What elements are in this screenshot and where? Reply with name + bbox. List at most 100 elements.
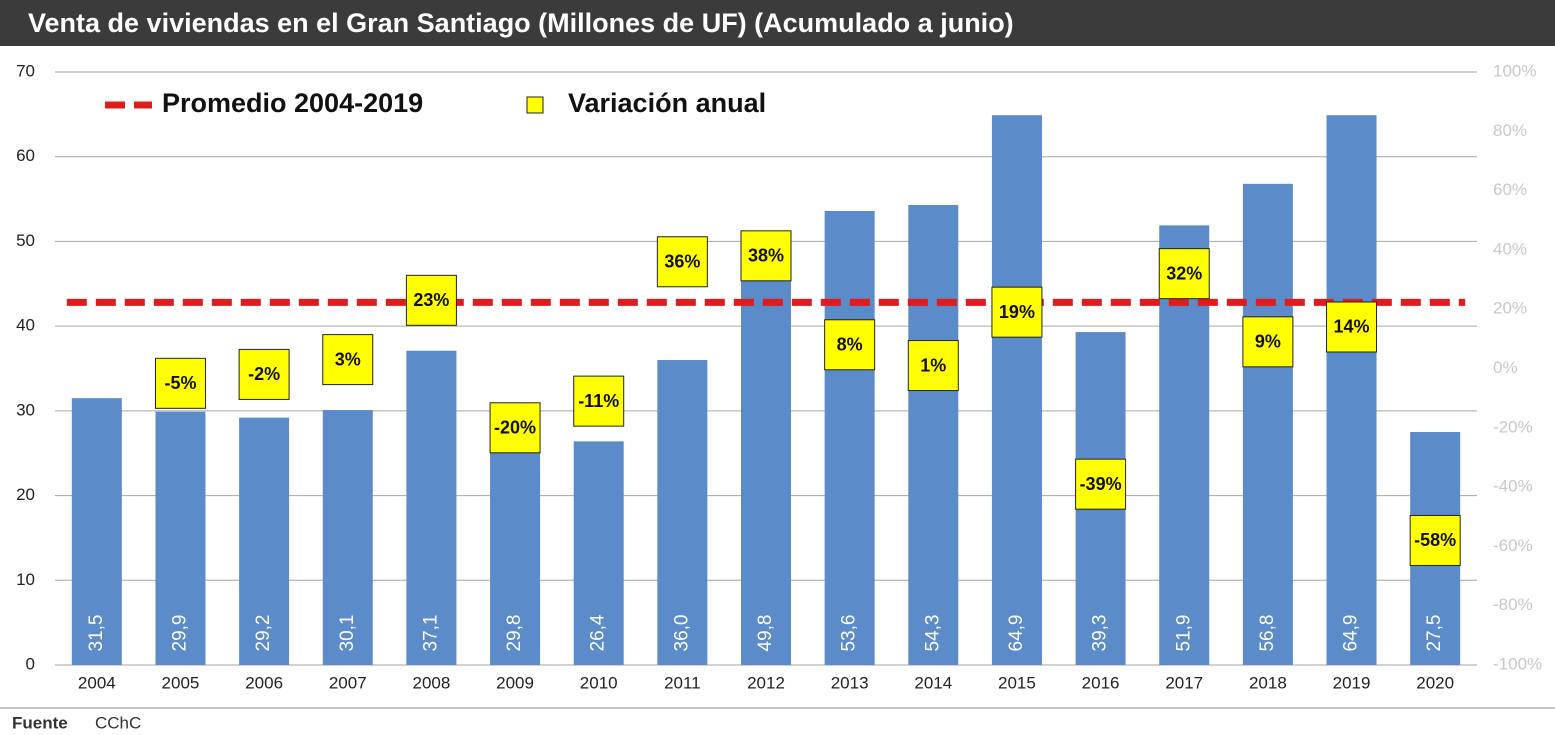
bar [322, 410, 373, 665]
variation-label: -20% [494, 418, 536, 438]
variation-label: -2% [248, 364, 280, 384]
bar-value-label: 64,9 [1341, 615, 1362, 652]
x-tick-label: 2014 [914, 673, 952, 692]
x-tick-label: 2005 [162, 673, 200, 692]
variation-label: 9% [1255, 332, 1281, 352]
x-tick-label: 2018 [1249, 673, 1287, 692]
variation-marker [907, 340, 959, 392]
variation-marker [1242, 316, 1294, 368]
x-tick-label: 2007 [329, 673, 367, 692]
variation-marker [1158, 248, 1210, 300]
x-tick-label: 2004 [78, 673, 116, 692]
variation-marker [1409, 514, 1461, 566]
bar [1242, 183, 1293, 665]
variation-marker [573, 375, 625, 427]
y2-tick-label: 40% [1493, 239, 1527, 258]
variation-label: 32% [1166, 263, 1202, 283]
bar [1326, 115, 1377, 665]
x-tick-label: 2011 [664, 673, 701, 692]
x-tick-label: 2012 [747, 673, 785, 692]
bar [71, 398, 122, 665]
x-tick-label: 2008 [412, 673, 450, 692]
x-tick-label: 2016 [1082, 673, 1120, 692]
y2-tick-label: 20% [1493, 299, 1527, 318]
bar [490, 412, 541, 665]
bar [657, 360, 708, 665]
bar-value-label: 53,6 [839, 615, 860, 652]
bar-value-label: 26,4 [588, 614, 609, 651]
variation-marker [1075, 458, 1127, 510]
variation-marker [824, 319, 876, 371]
y2-tick-label: 80% [1493, 121, 1527, 140]
y-tick-label: 10 [16, 570, 35, 589]
y-tick-label: 70 [16, 61, 35, 80]
y2-tick-label: -40% [1493, 477, 1533, 496]
y2-tick-label: -100% [1493, 654, 1542, 673]
y2-tick-label: -20% [1493, 417, 1533, 436]
variation-label: -58% [1414, 530, 1456, 550]
variation-label: -5% [164, 373, 196, 393]
bar [991, 115, 1042, 665]
legend-variation-label: Variación anual [568, 88, 766, 118]
variation-label: 1% [920, 355, 946, 375]
y2-tick-label: 0% [1493, 358, 1518, 377]
x-tick-label: 2010 [580, 673, 618, 692]
y-tick-label: 0 [26, 654, 35, 673]
bar [824, 210, 875, 665]
variation-label: 14% [1334, 317, 1370, 337]
y-tick-label: 60 [16, 146, 35, 165]
bar [741, 243, 791, 665]
title-bar [0, 0, 1555, 46]
bar-value-label: 30,1 [337, 615, 358, 652]
y2-tick-label: -60% [1493, 536, 1533, 555]
variation-label: 8% [837, 335, 863, 355]
x-tick-label: 2006 [245, 673, 283, 692]
variation-marker [1326, 301, 1378, 353]
bar [239, 417, 290, 665]
variation-label: 38% [748, 246, 784, 266]
variation-marker [489, 402, 541, 454]
legend-variation-swatch [526, 96, 544, 114]
y-tick-label: 40 [16, 316, 35, 335]
x-tick-label: 2009 [496, 673, 534, 692]
variation-marker [656, 236, 708, 288]
chart-title: Venta de viviendas en el Gran Santiago (… [28, 8, 1014, 38]
y2-tick-label: 60% [1493, 180, 1527, 199]
variation-label: -39% [1080, 474, 1122, 494]
bar [908, 205, 959, 665]
bar-value-label: 49,8 [755, 615, 776, 652]
source: CChC [95, 713, 141, 732]
bar-value-label: 64,9 [1006, 615, 1027, 652]
x-tick-label: 2019 [1333, 673, 1371, 692]
y2-tick-label: -80% [1493, 595, 1533, 614]
bar-value-label: 29,8 [504, 615, 525, 652]
bar-value-label: 29,9 [169, 615, 190, 652]
variation-marker [238, 348, 290, 400]
variation-label: 3% [335, 349, 361, 369]
x-tick-label: 2013 [831, 673, 869, 692]
variation-label: 36% [664, 252, 700, 272]
bar-value-label: 29,2 [253, 615, 274, 652]
bar-value-label: 39,3 [1090, 615, 1111, 652]
bar-value-label: 36,0 [671, 615, 692, 652]
bar-value-label: 37,1 [420, 615, 441, 652]
bar [406, 350, 457, 665]
variation-label: 19% [999, 302, 1035, 322]
y-tick-label: 50 [16, 231, 35, 250]
x-tick-label: 2015 [998, 673, 1036, 692]
variation-marker [154, 357, 206, 409]
x-tick-label: 2017 [1165, 673, 1203, 692]
legend-average-label: Promedio 2004-2019 [162, 88, 423, 118]
variation-label: 23% [413, 290, 449, 310]
variation-marker [740, 230, 792, 282]
bar [155, 411, 206, 665]
bar-value-label: 54,3 [922, 615, 943, 652]
source-label: Fuente [12, 713, 68, 732]
y2-tick-label: 100% [1493, 61, 1536, 80]
y-tick-label: 20 [16, 485, 35, 504]
bar-value-label: 31,5 [86, 615, 107, 652]
variation-marker [991, 286, 1043, 338]
variation-label: -11% [578, 391, 619, 411]
bar-value-label: 51,9 [1173, 615, 1194, 652]
